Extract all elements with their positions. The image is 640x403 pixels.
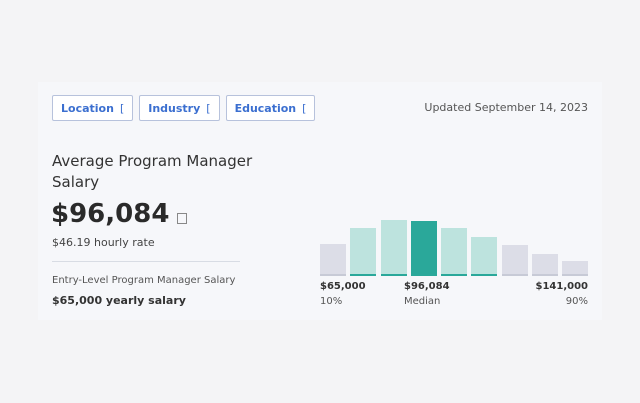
- low-salary-label: $65,000: [320, 281, 366, 292]
- histogram-bar: [501, 245, 528, 276]
- average-salary-value: $96,084: [51, 199, 170, 229]
- location-filter-icon: [: [119, 101, 125, 115]
- entry-level-label: Entry-Level Program Manager Salary: [52, 275, 236, 286]
- salary-histogram: [320, 218, 588, 276]
- histogram-bar-baseline: [380, 274, 407, 276]
- industry-filter-label: Industry: [148, 101, 201, 115]
- low-percentile-label: 10%: [320, 296, 343, 307]
- salary-card: [38, 82, 602, 320]
- education-filter-button[interactable]: Education [: [225, 95, 316, 121]
- histogram-bar: [380, 220, 407, 276]
- location-filter-button[interactable]: Location [: [52, 95, 134, 121]
- divider: [52, 261, 240, 262]
- histogram-bar-baseline: [531, 274, 558, 276]
- histogram-bar-baseline: [501, 274, 528, 276]
- updated-date: Updated September 14, 2023: [424, 101, 588, 114]
- industry-filter-icon: [: [206, 101, 211, 115]
- histogram-bar-baseline: [471, 274, 498, 276]
- filter-bar: Location [ Industry [ Education [: [52, 95, 316, 121]
- histogram-bar: [531, 254, 558, 276]
- histogram-bar-baseline: [562, 274, 588, 276]
- high-percentile-label: 90%: [565, 296, 588, 307]
- info-icon[interactable]: [177, 212, 188, 224]
- hourly-rate: $46.19 hourly rate: [52, 236, 155, 249]
- average-salary: $96,084: [51, 199, 188, 229]
- education-filter-label: Education: [234, 101, 297, 115]
- page-title: Average Program Manager Salary: [52, 152, 253, 191]
- histogram-bar: [471, 237, 498, 276]
- education-filter-icon: [: [302, 101, 307, 115]
- histogram-bar-baseline: [350, 274, 377, 276]
- location-filter-label: Location: [61, 101, 114, 115]
- histogram-bar-baseline: [410, 274, 437, 276]
- median-percentile-label: Median: [404, 296, 441, 307]
- histogram-bar: [350, 228, 377, 276]
- median-salary-label: $96,084: [404, 281, 450, 292]
- high-salary-label: $141,000: [535, 281, 588, 292]
- histogram-bar: [410, 221, 437, 276]
- histogram-bar-baseline: [320, 274, 346, 276]
- histogram-bar-baseline: [441, 274, 467, 276]
- entry-level-salary: $65,000 yearly salary: [52, 294, 186, 307]
- histogram-bar: [441, 228, 467, 276]
- histogram-bar: [562, 261, 588, 276]
- industry-filter-button[interactable]: Industry [: [139, 95, 220, 121]
- histogram-bar: [320, 244, 346, 276]
